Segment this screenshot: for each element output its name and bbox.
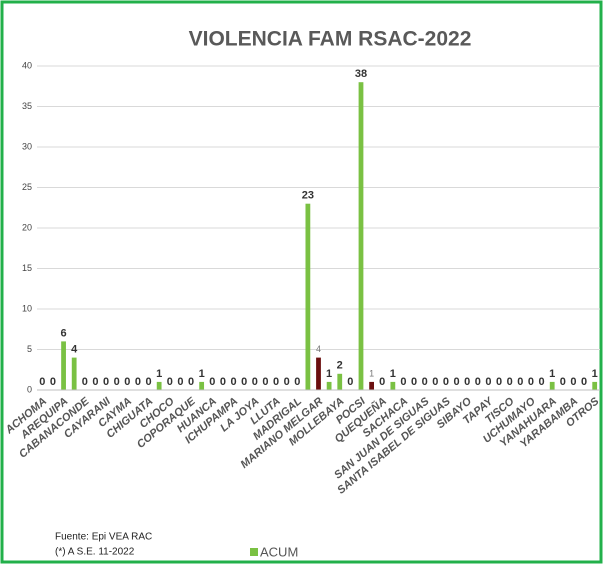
bar [390,381,396,390]
data-label: 0 [454,376,460,388]
data-label: 0 [124,376,130,388]
data-label: 0 [507,376,513,388]
data-label: 0 [485,376,491,388]
y-tick-label: 10 [22,303,32,313]
data-label: 38 [355,68,367,80]
data-label: 1 [326,368,332,380]
data-label: 0 [135,376,141,388]
bar [156,381,162,390]
data-label: 0 [220,376,226,388]
y-tick-label: 5 [27,344,32,354]
y-tick-label: 20 [22,222,32,232]
data-label: 0 [230,376,236,388]
bar [71,357,77,390]
data-label: 0 [443,376,449,388]
bar [305,203,311,390]
data-label: 0 [539,376,545,388]
bar [316,357,321,390]
data-label: 0 [496,376,502,388]
bar [369,381,375,390]
data-label: 0 [294,376,300,388]
data-label: 0 [273,376,279,388]
data-label: 0 [209,376,215,388]
legend-label: ACUM [260,544,298,559]
data-label: 0 [464,376,470,388]
data-label: 1 [390,368,396,380]
y-tick-label: 25 [22,182,32,192]
data-label: 0 [39,376,45,388]
data-label: 0 [82,376,88,388]
data-label: 0 [284,376,290,388]
bar [337,373,343,390]
y-tick-label: 40 [22,60,32,70]
data-label: 0 [581,376,587,388]
bar [358,82,364,390]
data-label: 0 [188,376,194,388]
data-label: 0 [262,376,268,388]
legend-swatch [250,548,258,556]
data-label: 0 [92,376,98,388]
data-label: 0 [517,376,523,388]
data-label: 4 [71,344,78,356]
data-label: 0 [241,376,247,388]
data-label: 0 [400,376,406,388]
data-label: 6 [60,327,66,339]
data-label: 0 [177,376,183,388]
bar [199,381,205,390]
data-label: 0 [145,376,151,388]
bar [61,341,66,390]
footnote: Fuente: Epi VEA RAC [55,532,152,543]
data-label: 0 [50,376,56,388]
data-label: 0 [347,376,353,388]
y-tick-label: 0 [27,384,32,394]
y-tick-label: 30 [22,141,32,151]
data-label: 0 [528,376,534,388]
y-tick-label: 35 [22,101,32,111]
data-label: 0 [422,376,428,388]
bar [592,381,598,390]
chart-title: VIOLENCIA FAM RSAC-2022 [189,28,472,51]
data-label: 0 [114,376,120,388]
data-label: 0 [252,376,258,388]
data-label: 4 [316,344,321,354]
data-label: 0 [167,376,173,388]
data-label: 0 [379,376,385,388]
y-tick-label: 15 [22,263,32,273]
data-label: 0 [411,376,417,388]
data-label: 0 [475,376,481,388]
bar [549,381,555,390]
data-label: 0 [570,376,576,388]
data-label: 1 [156,368,162,380]
data-label: 0 [103,376,109,388]
data-label: 1 [199,368,205,380]
data-label: 0 [432,376,438,388]
data-label: 1 [549,368,555,380]
data-label: 23 [302,190,314,202]
bar [326,381,332,390]
data-label: 0 [560,376,566,388]
footnote: (*) A S.E. 11-2022 [55,547,135,558]
data-label: 1 [369,368,374,378]
data-label: 2 [337,360,343,372]
data-label: 1 [592,368,598,380]
